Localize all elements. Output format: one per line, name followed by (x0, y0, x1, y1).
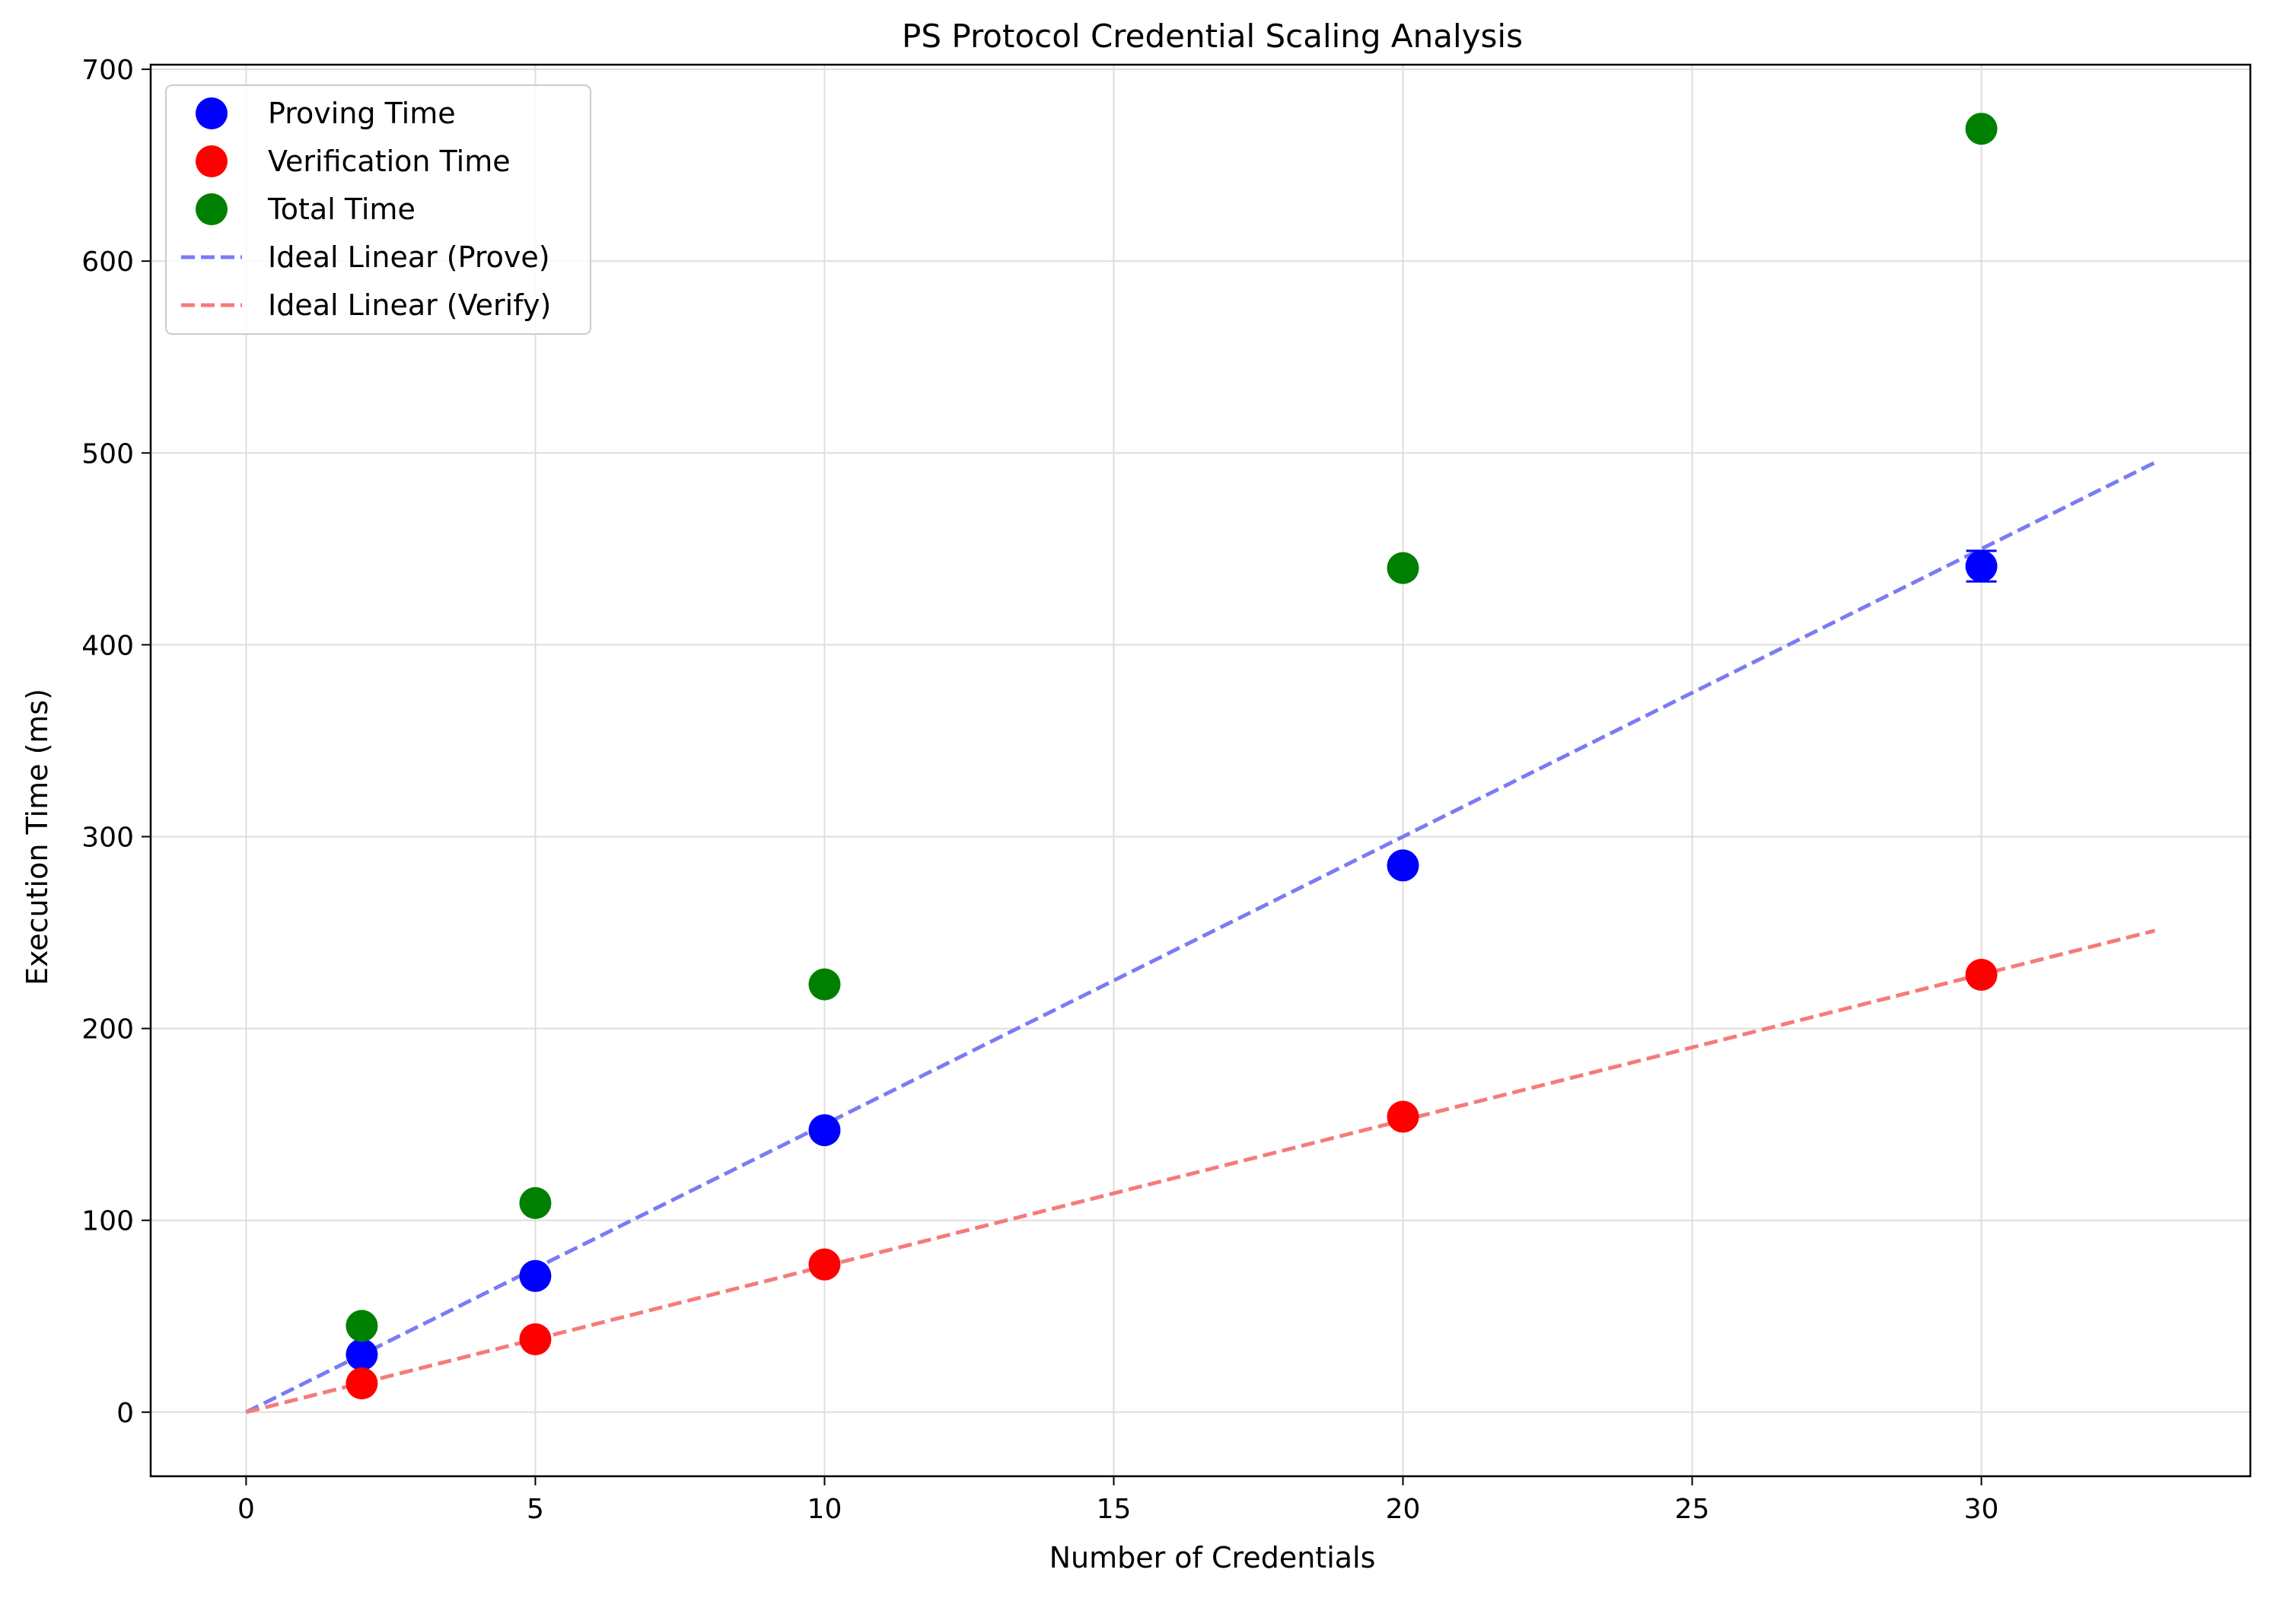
y-tick-label: 100 (81, 1206, 134, 1237)
legend-marker (196, 193, 228, 225)
ideal-line (245, 928, 2156, 1415)
plot-area-frame (149, 63, 2252, 1478)
legend-box (165, 84, 591, 335)
legend-label: Ideal Linear (Prove) (268, 240, 550, 274)
data-point (346, 1367, 378, 1399)
legend-marker (196, 145, 228, 177)
x-tick-label: 20 (1386, 1494, 1421, 1525)
data-point (1965, 958, 1998, 991)
y-tick-label: 200 (81, 1014, 134, 1046)
data-point (519, 1323, 552, 1355)
data-point (1965, 113, 1998, 145)
y-tick-label: 500 (81, 438, 134, 470)
x-tick-label: 0 (237, 1494, 255, 1525)
legend-label: Ideal Linear (Verify) (268, 288, 551, 322)
data-point (346, 1339, 378, 1371)
y-tick-label: 0 (116, 1398, 134, 1429)
data-point (1387, 1100, 1419, 1133)
x-tick-label: 5 (527, 1494, 544, 1525)
y-axis-label: Execution Time (ms) (21, 689, 54, 985)
legend-label: Proving Time (268, 97, 456, 130)
grid (151, 65, 2250, 1476)
data-point (808, 1114, 841, 1147)
x-tick-label: 30 (1964, 1494, 1999, 1525)
y-tick-label: 700 (81, 55, 134, 86)
x-tick-label: 10 (807, 1494, 842, 1525)
data-point (808, 968, 841, 1001)
y-tick-label: 400 (81, 630, 134, 661)
data-point (1965, 550, 1998, 583)
data-point (1387, 552, 1419, 584)
x-axis-label: Number of Credentials (1049, 1541, 1376, 1574)
ideal-lines (245, 460, 2156, 1415)
data-point (808, 1248, 841, 1281)
x-tick-label: 25 (1675, 1494, 1710, 1525)
legend-marker (196, 97, 228, 129)
data-points (346, 113, 1998, 1399)
y-tick-label: 300 (81, 822, 134, 853)
data-point (1387, 849, 1419, 882)
legend-label: Total Time (267, 193, 416, 226)
legend: Proving Time Verification Time Total Time I… (165, 84, 591, 335)
legend-label: Verification Time (268, 145, 511, 178)
data-point (519, 1187, 552, 1220)
chart-title: PS Protocol Credential Scaling Analysis (902, 18, 1523, 55)
x-tick-label: 15 (1097, 1494, 1132, 1525)
data-point (519, 1259, 552, 1292)
y-tick-label: 600 (81, 247, 134, 278)
data-point (346, 1310, 378, 1342)
